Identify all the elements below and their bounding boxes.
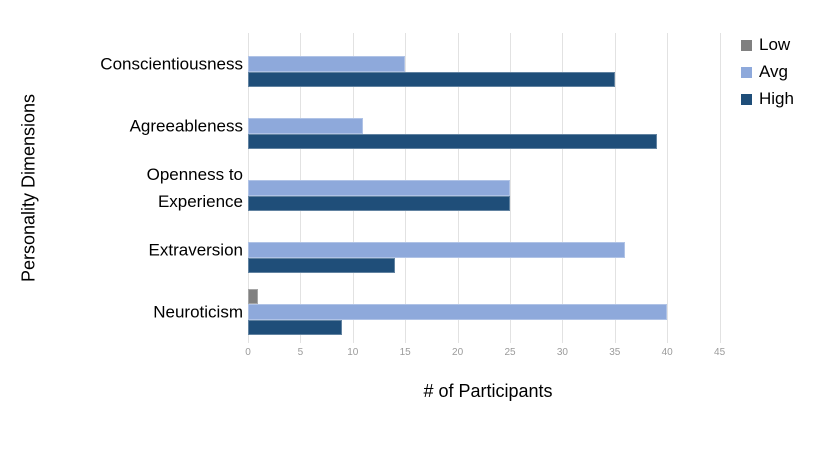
legend-label: Low [759, 35, 791, 54]
legend-item-low: Low [741, 34, 794, 56]
category-label-neuroticism: Neuroticism [153, 302, 243, 322]
bar-avg-openness-to-experience [248, 180, 510, 196]
x-tick-label-10: 10 [347, 347, 359, 358]
y-axis-category-labels: Conscientiousness Agreeableness Openness t… [0, 0, 243, 467]
x-tick-label-35: 35 [609, 347, 621, 358]
bar-avg-agreeableness [248, 118, 364, 134]
legend-swatch-icon [741, 93, 752, 105]
category-label-openness-to-experience: Openness to Experience [146, 164, 243, 211]
bar-high-neuroticism [248, 319, 343, 336]
bar-avg-neuroticism [248, 304, 668, 320]
legend-swatch-icon [741, 66, 752, 78]
bar-high-agreeableness [248, 133, 657, 150]
legend-swatch-icon [741, 39, 752, 51]
grid-line [719, 33, 721, 343]
bar-high-openness-to-experience [248, 195, 510, 212]
grid-line [667, 33, 669, 343]
bar-low-neuroticism [248, 288, 259, 305]
category-label-conscientiousness: Conscientiousness [100, 54, 243, 74]
bar-high-conscientiousness [248, 71, 615, 88]
grid-line [614, 33, 616, 343]
x-tick-label-45: 45 [714, 347, 726, 358]
bar-avg-conscientiousness [248, 56, 406, 72]
legend-item-avg: Avg [741, 61, 794, 83]
legend-item-high: High [741, 88, 794, 110]
x-tick-label-20: 20 [452, 347, 464, 358]
x-tick-label-5: 5 [297, 347, 304, 358]
category-label-extraversion: Extraversion [148, 240, 243, 260]
category-label-agreeableness: Agreeableness [129, 116, 243, 136]
x-tick-label-0: 0 [245, 347, 251, 358]
x-axis-tick-labels: 0 5 10 15 20 25 30 35 40 45 [245, 347, 728, 361]
legend-label: High [759, 89, 794, 108]
x-axis-title: # of Participants [423, 381, 553, 401]
grid-line [510, 33, 511, 343]
x-tick-label-25: 25 [504, 347, 516, 358]
bar-high-extraversion [248, 257, 395, 274]
plot-area [248, 33, 728, 343]
legend: Low Avg High [741, 34, 794, 115]
legend-label: Avg [759, 62, 788, 81]
x-tick-label-30: 30 [556, 347, 568, 358]
x-tick-label-40: 40 [661, 347, 673, 358]
grid-line [562, 33, 564, 343]
bar-avg-extraversion [248, 242, 626, 258]
x-tick-label-15: 15 [399, 347, 411, 358]
